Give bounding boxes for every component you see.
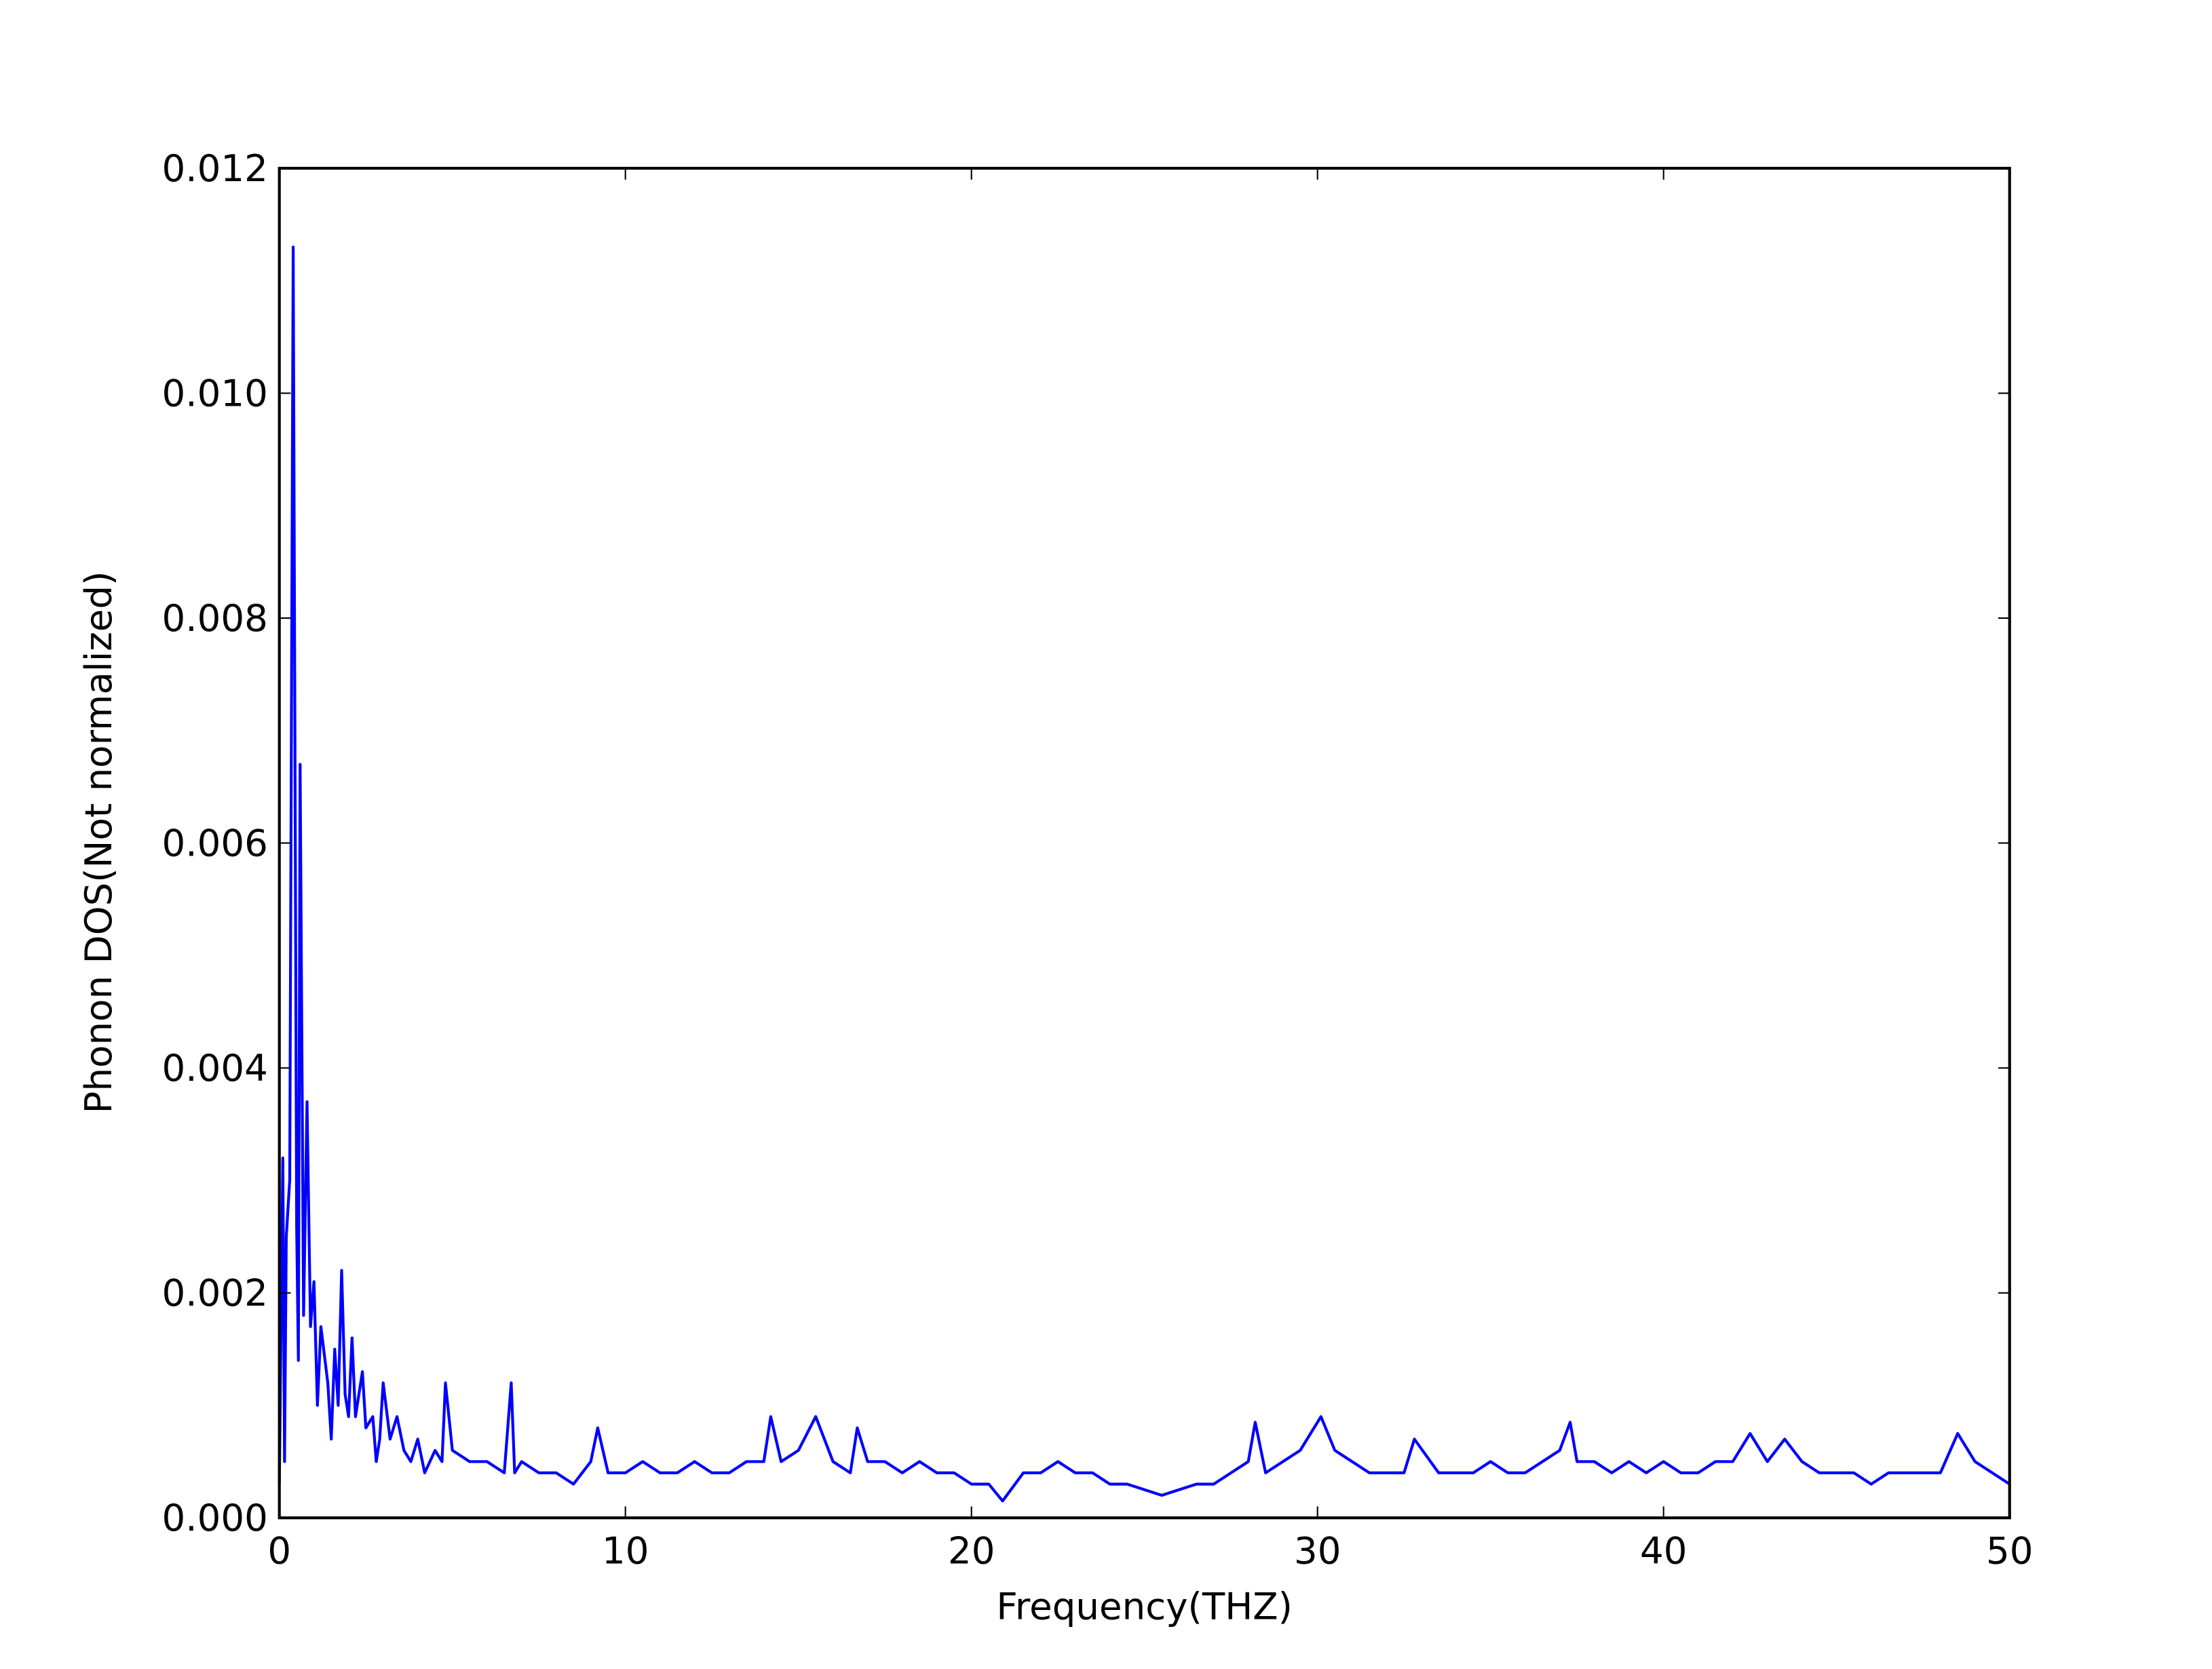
x-tick-label: 50: [1986, 1529, 2034, 1572]
y-tick-label: 0.006: [162, 822, 268, 865]
y-tick-label: 0.008: [162, 596, 268, 640]
x-tick-label: 30: [1294, 1529, 1341, 1572]
y-tick-label: 0.000: [162, 1496, 268, 1539]
x-tick-label: 10: [602, 1529, 649, 1572]
y-tick-label: 0.004: [162, 1046, 268, 1090]
data-line: [278, 245, 2010, 1503]
y-tick-label: 0.010: [162, 371, 268, 415]
x-tick-label: 20: [948, 1529, 995, 1572]
x-axis-label: Frequency(THZ): [996, 1584, 1293, 1628]
x-tick-label: 40: [1640, 1529, 1687, 1572]
y-axis-label: Phonon DOS(Not normalized): [77, 571, 120, 1114]
y-tick-label: 0.012: [162, 147, 268, 190]
y-tick-label: 0.002: [162, 1271, 268, 1315]
x-tick-label: 0: [267, 1529, 291, 1572]
